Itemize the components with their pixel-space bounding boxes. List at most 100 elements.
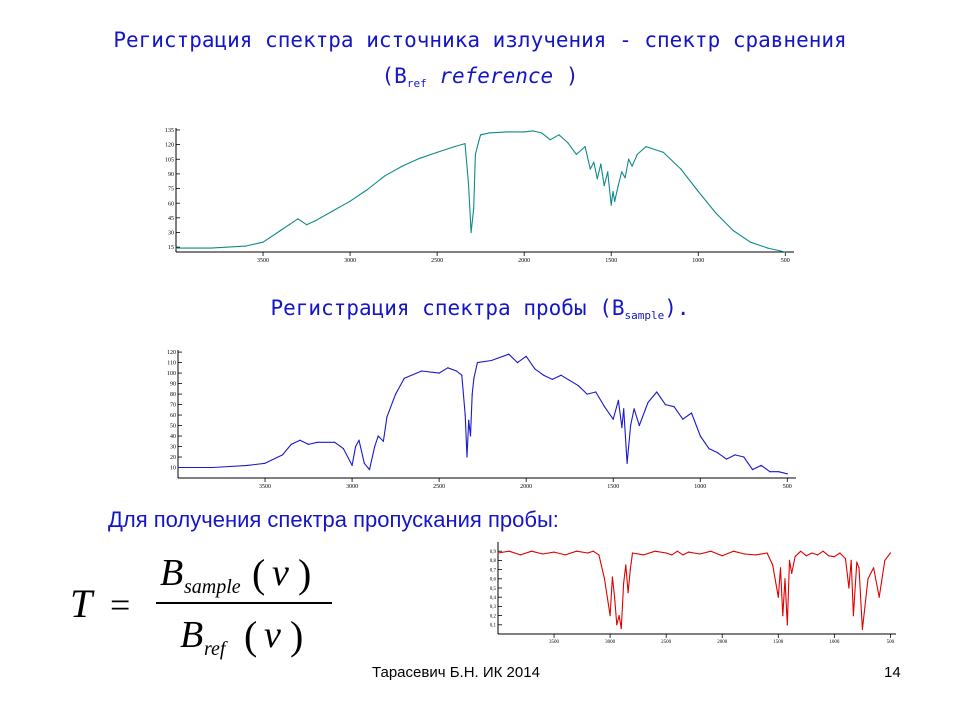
x-tick-label: 2000 [717, 640, 728, 645]
data-point [497, 552, 499, 554]
y-tick-label: 60 [168, 201, 174, 207]
reference-spectrum-chart: 135 120 105 90 75 60 45 30 15 3500 3000 2500 2000 150… [165, 128, 794, 264]
data-point [710, 550, 712, 552]
formula-den-lparen: ( [244, 613, 257, 658]
subtitle-sub-ref: ref [406, 77, 427, 90]
x-tick-label: 1000 [829, 640, 840, 645]
data-point [617, 185, 619, 187]
data-point [382, 440, 384, 442]
data-point [314, 220, 316, 222]
data-point [873, 567, 875, 569]
data-point [603, 406, 606, 408]
y-tick-label: 70 [170, 403, 176, 409]
data-point [816, 554, 819, 556]
transmission-formula: T = B sample ( v ) B ref ( v ) [70, 551, 332, 660]
data-point [662, 151, 664, 153]
data-point [629, 569, 631, 571]
data-point [473, 207, 475, 209]
data-point [721, 555, 723, 557]
data-point [534, 368, 536, 370]
data-point [519, 554, 521, 556]
data-point [643, 554, 645, 556]
data-point [755, 554, 757, 556]
data-point [421, 370, 423, 372]
data-point [822, 550, 824, 552]
data-point [469, 435, 472, 437]
data-point [697, 190, 699, 193]
data-point [586, 393, 588, 395]
data-point [403, 377, 405, 379]
data-point [610, 204, 612, 206]
data-point [614, 596, 616, 598]
data-point [743, 456, 745, 458]
y-tick-label: 0,4 [490, 596, 497, 601]
data-point [245, 245, 247, 247]
data-point [867, 578, 869, 580]
data-point [656, 391, 658, 393]
data-point [299, 439, 301, 441]
formula-num-b: B [160, 552, 183, 594]
data-point [850, 559, 852, 561]
data-point [620, 627, 622, 630]
data-point [453, 146, 456, 148]
footer-author: Тарасевич Б.Н. ИК 2014 [372, 664, 540, 681]
data-point [621, 171, 623, 173]
formula-num-arg: v [272, 552, 289, 594]
data-point [212, 466, 214, 469]
formula-den-rparen: ) [290, 613, 303, 658]
data-point [628, 158, 630, 160]
data-point [525, 355, 527, 357]
data-point [351, 464, 353, 466]
data-point [316, 441, 318, 443]
x-tick-label: 1500 [605, 258, 617, 264]
data-point [288, 224, 290, 226]
data-point [671, 554, 673, 556]
data-point [366, 188, 369, 191]
data-point [506, 131, 508, 133]
data-point [884, 559, 886, 561]
data-point [281, 454, 284, 456]
sample-title-sub: sample [624, 309, 665, 322]
x-tick-label: 3500 [257, 258, 269, 264]
x-tick-label: 2500 [431, 258, 443, 264]
x-tick-label: 1500 [773, 640, 784, 645]
y-tick-label: 75 [168, 187, 174, 193]
data-point [603, 185, 605, 187]
data-point [772, 564, 774, 566]
sample-title-main: Регистрация спектра пробы (B [270, 296, 625, 320]
y-tick-label: 135 [165, 128, 174, 134]
data-point [297, 218, 299, 220]
formula-num-rparen: ) [298, 551, 311, 596]
data-point [584, 146, 586, 148]
x-tick-label: 3000 [344, 258, 356, 264]
data-point [708, 448, 710, 450]
data-point [567, 142, 569, 144]
x-tick-label: 3000 [605, 640, 616, 645]
y-tick-label: 90 [170, 382, 176, 388]
data-point [368, 469, 371, 471]
data-point [279, 229, 282, 232]
data-point [839, 552, 841, 554]
y-tick-label: 90 [168, 172, 174, 178]
x-tick-label: 3500 [259, 484, 271, 490]
data-point [466, 456, 468, 458]
data-point [607, 171, 609, 173]
slide-title: Регистрация спектра источника излучения … [113, 28, 847, 52]
data-point [593, 161, 595, 163]
y-tick-label: 0,7 [490, 568, 497, 573]
data-point [516, 362, 519, 364]
y-tick-label: 105 [165, 157, 174, 163]
data-point [401, 165, 403, 167]
data-point [811, 552, 813, 554]
y-tick-label: 40 [170, 434, 176, 440]
data-point [647, 401, 649, 404]
data-point [784, 578, 786, 580]
data-point [575, 153, 577, 155]
data-point [856, 561, 858, 563]
data-point [612, 418, 614, 420]
data-point [377, 435, 379, 437]
data-point [779, 567, 782, 569]
data-point [878, 596, 880, 598]
data-point [264, 462, 266, 464]
x-tick-label: 2000 [518, 258, 530, 264]
